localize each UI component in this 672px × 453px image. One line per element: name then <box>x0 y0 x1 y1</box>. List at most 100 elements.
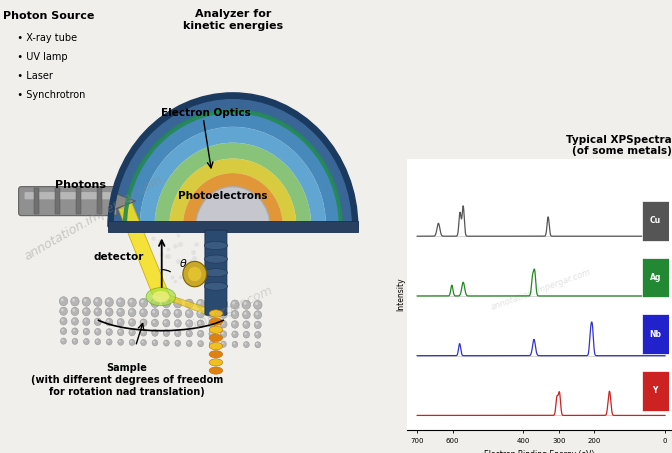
Circle shape <box>83 308 90 316</box>
Circle shape <box>233 342 235 345</box>
Wedge shape <box>183 173 283 226</box>
Circle shape <box>61 308 64 311</box>
Wedge shape <box>169 159 296 226</box>
Text: • Synchrotron: • Synchrotron <box>11 90 85 100</box>
Wedge shape <box>196 187 270 226</box>
Circle shape <box>231 321 239 328</box>
Circle shape <box>141 330 144 333</box>
Circle shape <box>174 309 181 318</box>
Circle shape <box>95 339 101 345</box>
Ellipse shape <box>204 255 228 263</box>
Polygon shape <box>155 294 226 314</box>
Circle shape <box>233 312 235 315</box>
Circle shape <box>243 310 250 319</box>
Text: Nb: Nb <box>649 330 661 338</box>
Circle shape <box>222 342 224 344</box>
Circle shape <box>83 299 87 302</box>
Circle shape <box>219 300 228 309</box>
Circle shape <box>186 340 192 347</box>
Text: Analyzer for
kinetic energies: Analyzer for kinetic energies <box>183 9 283 31</box>
Text: Sample
(with different degrees of freedom
for rotation nad translation): Sample (with different degrees of freedo… <box>31 363 223 396</box>
Circle shape <box>165 341 167 343</box>
Circle shape <box>106 318 113 326</box>
Ellipse shape <box>209 342 222 350</box>
Circle shape <box>220 320 227 328</box>
Circle shape <box>105 298 114 307</box>
Circle shape <box>130 330 132 333</box>
Circle shape <box>94 318 101 326</box>
Circle shape <box>61 319 64 321</box>
Bar <box>55 188 60 214</box>
Circle shape <box>60 328 67 335</box>
Circle shape <box>85 340 87 342</box>
Polygon shape <box>118 202 169 294</box>
Circle shape <box>164 331 167 333</box>
Circle shape <box>188 267 202 281</box>
FancyBboxPatch shape <box>25 192 111 199</box>
Circle shape <box>130 310 132 313</box>
Ellipse shape <box>209 318 222 325</box>
Circle shape <box>106 339 112 345</box>
Circle shape <box>84 309 87 312</box>
Circle shape <box>221 322 224 324</box>
Circle shape <box>83 328 89 335</box>
Circle shape <box>233 302 235 305</box>
Ellipse shape <box>204 269 228 277</box>
Circle shape <box>82 297 91 306</box>
Circle shape <box>230 300 239 309</box>
Circle shape <box>242 300 251 309</box>
Circle shape <box>197 320 204 328</box>
Circle shape <box>254 321 261 329</box>
Circle shape <box>152 329 158 336</box>
Circle shape <box>221 312 224 314</box>
Circle shape <box>255 342 261 348</box>
Circle shape <box>244 302 247 305</box>
Text: Ag: Ag <box>650 273 661 282</box>
Text: • Laser: • Laser <box>11 71 52 81</box>
Circle shape <box>220 341 226 347</box>
Circle shape <box>106 328 112 336</box>
Circle shape <box>243 321 250 328</box>
Circle shape <box>197 310 204 318</box>
Circle shape <box>253 300 262 309</box>
Circle shape <box>210 311 212 314</box>
Polygon shape <box>114 193 136 209</box>
Circle shape <box>243 331 249 338</box>
Circle shape <box>151 309 159 317</box>
Circle shape <box>186 330 192 337</box>
Text: • UV lamp: • UV lamp <box>11 52 67 62</box>
Circle shape <box>153 341 155 343</box>
Circle shape <box>72 299 75 302</box>
Text: annotation.impergar.com: annotation.impergar.com <box>490 268 593 312</box>
Wedge shape <box>197 188 269 226</box>
Circle shape <box>244 312 247 315</box>
Circle shape <box>93 297 102 306</box>
Bar <box>108 221 358 232</box>
Circle shape <box>256 343 258 345</box>
Text: $\theta$: $\theta$ <box>179 257 187 269</box>
Circle shape <box>209 331 215 337</box>
Circle shape <box>163 330 169 337</box>
Text: • X-ray tube: • X-ray tube <box>11 33 77 43</box>
Circle shape <box>185 320 193 328</box>
Circle shape <box>245 342 247 345</box>
Circle shape <box>108 340 110 342</box>
Circle shape <box>118 299 121 303</box>
Circle shape <box>83 318 90 325</box>
Circle shape <box>84 329 87 332</box>
Circle shape <box>151 299 159 308</box>
Circle shape <box>72 328 78 335</box>
Circle shape <box>118 329 124 336</box>
Text: Photons: Photons <box>55 180 106 190</box>
Circle shape <box>140 300 144 303</box>
Circle shape <box>175 321 178 323</box>
Text: annotation.impergar.com: annotation.impergar.com <box>22 172 165 263</box>
Circle shape <box>174 319 181 327</box>
Circle shape <box>140 319 147 327</box>
Wedge shape <box>123 109 343 226</box>
Circle shape <box>130 340 132 342</box>
Circle shape <box>187 301 190 304</box>
Circle shape <box>183 261 206 287</box>
Circle shape <box>71 307 79 316</box>
Circle shape <box>185 299 194 308</box>
